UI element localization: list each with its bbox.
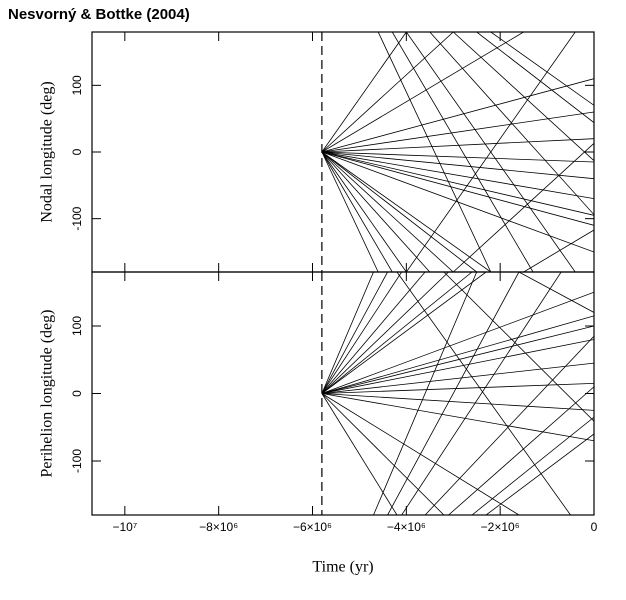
trajectory-line — [523, 229, 594, 272]
trajectory-line — [321, 362, 594, 394]
trajectory-line — [373, 272, 478, 515]
x-tick-label: −4×10⁶ — [387, 520, 426, 534]
trajectory-line — [321, 151, 594, 163]
trajectory-line — [401, 272, 562, 515]
plot-area — [321, 32, 594, 272]
plot-area — [321, 272, 594, 515]
x-axis-label: Time (yr) — [312, 559, 373, 576]
trajectory-line — [452, 32, 594, 161]
trajectory-line — [321, 151, 477, 272]
trajectory-line — [321, 32, 407, 153]
x-tick-label: −10⁷ — [112, 520, 137, 534]
trajectory-line — [387, 272, 520, 515]
trajectory-line — [377, 32, 492, 272]
trajectory-line — [518, 272, 594, 313]
trajectory-line — [485, 433, 594, 515]
trajectory-line — [321, 151, 454, 272]
trajectory-line — [321, 151, 407, 272]
trajectory-line — [406, 32, 576, 272]
x-tick-label: −6×10⁶ — [293, 520, 332, 534]
y-tick-label: 0 — [70, 390, 84, 397]
trajectory-line — [321, 272, 402, 394]
trajectory-line — [321, 272, 487, 394]
trajectory-line — [396, 272, 571, 515]
x-tick-label: 0 — [591, 520, 598, 534]
x-tick-label: −8×10⁶ — [199, 520, 238, 534]
trajectory-line — [321, 151, 594, 226]
trajectory-line — [321, 151, 594, 180]
trajectory-line — [321, 272, 388, 394]
y-axis-label: Nodal longitude (deg) — [39, 81, 56, 222]
trajectory-line — [321, 151, 594, 200]
trajectory-line — [321, 111, 594, 153]
y-tick-label: 100 — [70, 75, 84, 95]
trajectory-line — [321, 393, 594, 411]
trajectory-line — [321, 151, 594, 216]
trajectory-line — [321, 151, 492, 272]
chart-title: Nesvorný & Bottke (2004) — [8, 6, 190, 23]
trajectory-line — [321, 291, 594, 394]
trajectory-line — [321, 382, 594, 394]
trajectory-line — [452, 143, 594, 272]
trajectory-line — [321, 272, 473, 394]
plot-frame — [91, 31, 595, 273]
y-tick-label: 100 — [70, 316, 84, 336]
trajectory-line — [321, 393, 398, 515]
y-tick-label: -100 — [70, 206, 84, 230]
trajectory-line — [321, 32, 524, 153]
trajectory-line — [321, 393, 445, 515]
trajectory-line — [321, 272, 374, 394]
trajectory-line — [321, 325, 594, 394]
trajectory-line — [321, 393, 594, 442]
plot-frame — [91, 271, 595, 516]
y-axis-label: Perihelion longitude (deg) — [39, 310, 56, 478]
trajectory-line — [490, 32, 594, 106]
trajectory-line — [391, 32, 534, 272]
trajectory-line — [321, 272, 426, 394]
trajectory-line — [448, 386, 594, 515]
y-tick-label: 0 — [70, 148, 84, 155]
x-tick-label: −2×10⁶ — [481, 520, 520, 534]
y-tick-label: -100 — [70, 449, 84, 473]
trajectory-line — [429, 32, 594, 215]
trajectory-line — [321, 151, 379, 272]
trajectory-line — [424, 335, 594, 515]
trajectory-line — [321, 32, 454, 153]
trajectory-line — [321, 272, 449, 394]
trajectory-line — [321, 339, 594, 394]
trajectory-line — [321, 151, 393, 272]
trajectory-line — [476, 32, 594, 123]
trajectory-line — [321, 151, 431, 272]
trajectory-line — [443, 272, 594, 422]
trajectory-line — [321, 138, 594, 153]
trajectory-line — [321, 78, 594, 153]
trajectory-line — [471, 416, 594, 515]
trajectory-line — [321, 315, 594, 394]
